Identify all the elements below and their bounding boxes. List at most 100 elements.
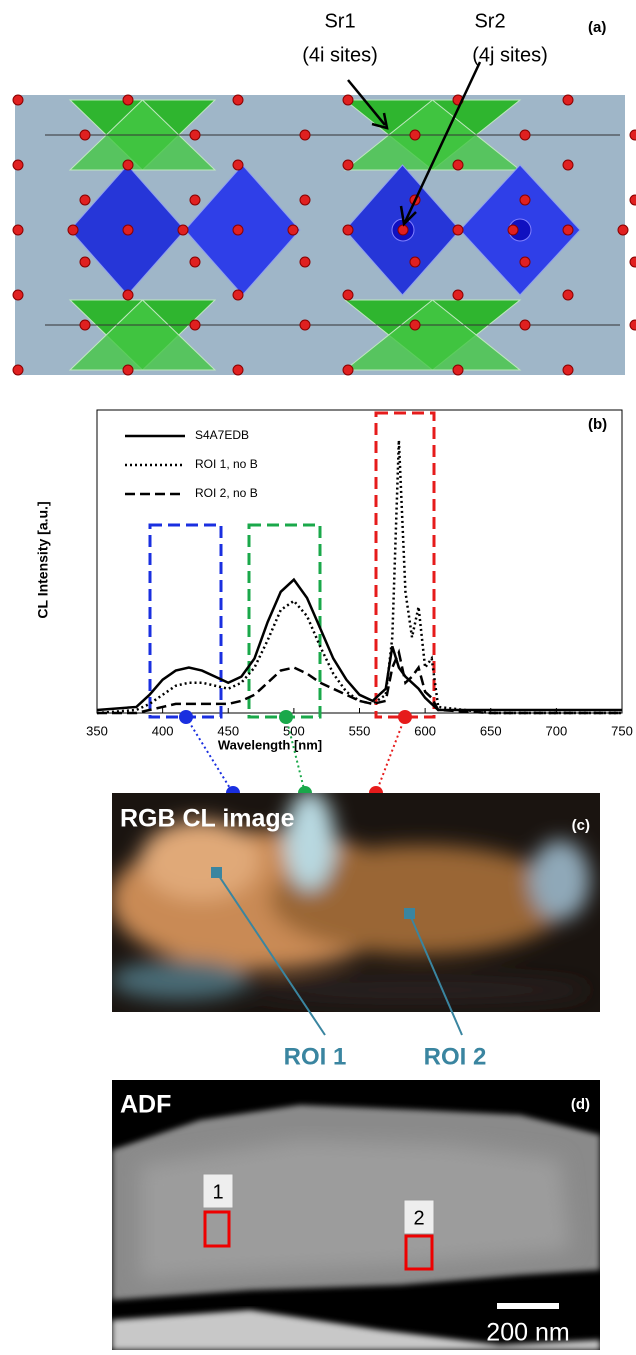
cl-title: RGB CL image bbox=[120, 805, 295, 833]
arrows bbox=[347, 61, 482, 227]
panel-label: (b) bbox=[588, 416, 607, 433]
atom bbox=[122, 289, 134, 301]
x-tick-label: 550 bbox=[349, 723, 371, 738]
atom bbox=[617, 224, 629, 236]
atom bbox=[629, 129, 636, 141]
atom bbox=[409, 129, 421, 141]
legend-label: S4A7EDB bbox=[195, 428, 249, 442]
x-tick-label: 450 bbox=[217, 723, 239, 738]
atom bbox=[12, 224, 24, 236]
x-axis-label: Wavelength [nm] bbox=[218, 737, 322, 752]
atom bbox=[189, 194, 201, 206]
polyhedron bbox=[343, 299, 522, 371]
legend-label: ROI 2, no B bbox=[195, 486, 258, 500]
series-line bbox=[96, 440, 622, 715]
roi-pointers bbox=[211, 867, 463, 1036]
atom bbox=[232, 94, 244, 106]
plot-frame bbox=[96, 409, 623, 714]
atom bbox=[122, 94, 134, 106]
polyhedron bbox=[68, 299, 217, 371]
atom bbox=[629, 194, 636, 206]
roi-label: ROI 1 bbox=[284, 1043, 347, 1070]
y-axis-label: CL Intensity [a.u.] bbox=[35, 501, 51, 618]
atom bbox=[232, 289, 244, 301]
atom bbox=[629, 256, 636, 268]
atom bbox=[342, 289, 354, 301]
cl-image bbox=[112, 793, 600, 1012]
adf-title: ADF bbox=[120, 1091, 171, 1119]
atom bbox=[299, 319, 311, 331]
x-tick-label: 350 bbox=[86, 723, 108, 738]
atom bbox=[287, 224, 299, 236]
series-line bbox=[97, 648, 622, 715]
sr1-sites: (4i sites) bbox=[302, 44, 378, 66]
panel-label: (c) bbox=[572, 817, 590, 834]
sr1-label: Sr1 bbox=[324, 10, 355, 32]
atom bbox=[232, 159, 244, 171]
panel-label: (a) bbox=[588, 19, 606, 36]
x-tick-label: 400 bbox=[152, 723, 174, 738]
x-tick-label: 700 bbox=[546, 723, 568, 738]
atom bbox=[397, 224, 409, 236]
panel-label: (d) bbox=[571, 1096, 590, 1113]
roi-box-label: 2 bbox=[413, 1207, 424, 1229]
atom bbox=[629, 319, 636, 331]
atom bbox=[79, 194, 91, 206]
x-tick-label: 650 bbox=[480, 723, 502, 738]
legend-label: ROI 1, no B bbox=[195, 457, 258, 471]
atom bbox=[122, 364, 134, 376]
atom bbox=[519, 194, 531, 206]
atom bbox=[562, 94, 574, 106]
connectors bbox=[179, 710, 412, 800]
roi-box-label: 1 bbox=[212, 1181, 223, 1203]
atom bbox=[232, 224, 244, 236]
atom bbox=[452, 159, 464, 171]
atom bbox=[189, 129, 201, 141]
atom bbox=[299, 129, 311, 141]
atom bbox=[189, 256, 201, 268]
chart: (b) Wavelength [nm] CL Intensity [a.u.] … bbox=[35, 409, 633, 752]
atom bbox=[562, 289, 574, 301]
atom bbox=[67, 224, 79, 236]
atom bbox=[409, 256, 421, 268]
atom bbox=[177, 224, 189, 236]
x-tick-label: 500 bbox=[283, 723, 305, 738]
atom bbox=[12, 94, 24, 106]
scale-bar-label: 200 nm bbox=[486, 1319, 569, 1347]
x-tick-label: 600 bbox=[414, 723, 436, 738]
atom bbox=[12, 289, 24, 301]
atom bbox=[299, 194, 311, 206]
crystal-structure bbox=[12, 94, 636, 376]
atom bbox=[79, 319, 91, 331]
atom bbox=[519, 256, 531, 268]
sr2-sites: (4j sites) bbox=[472, 44, 548, 66]
atom bbox=[342, 364, 354, 376]
atom bbox=[409, 319, 421, 331]
atom bbox=[562, 159, 574, 171]
atom bbox=[562, 224, 574, 236]
atom bbox=[452, 224, 464, 236]
atom bbox=[342, 159, 354, 171]
sr2-label: Sr2 bbox=[474, 10, 505, 32]
atom bbox=[122, 159, 134, 171]
atom bbox=[452, 364, 464, 376]
atom bbox=[452, 289, 464, 301]
atom bbox=[519, 319, 531, 331]
atom bbox=[232, 364, 244, 376]
series-line bbox=[96, 577, 622, 712]
adf-image bbox=[112, 1080, 600, 1350]
atom bbox=[189, 319, 201, 331]
atom bbox=[12, 159, 24, 171]
atom bbox=[342, 94, 354, 106]
atom bbox=[342, 224, 354, 236]
atom bbox=[79, 256, 91, 268]
atom bbox=[79, 129, 91, 141]
atom bbox=[12, 364, 24, 376]
x-tick-label: 750 bbox=[611, 723, 633, 738]
atom bbox=[519, 129, 531, 141]
roi-label: ROI 2 bbox=[424, 1043, 487, 1070]
atom bbox=[562, 364, 574, 376]
range-boxes bbox=[148, 411, 436, 719]
atom bbox=[507, 224, 519, 236]
